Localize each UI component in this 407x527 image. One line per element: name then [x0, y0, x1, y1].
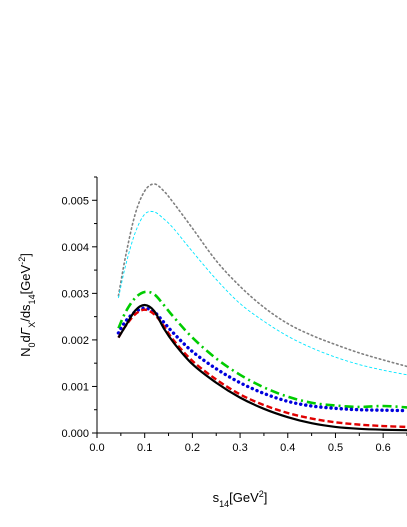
labels-layer: s14[GeV2] N0dΓX/ds14[GeV-2]: [17, 253, 267, 509]
x-tick-label: 0.3: [232, 442, 247, 454]
series-line-dashed-thin-cyan: [118, 210, 407, 376]
series-line-dotted-blue: [116, 306, 407, 413]
y-tick-label: 0.002: [61, 335, 89, 347]
x-tick-label: 0.6: [376, 442, 391, 454]
x-axis-title: s14[GeV2]: [213, 489, 268, 509]
y-tick-label: 0.001: [61, 381, 89, 393]
series-line-solid-black: [117, 303, 407, 432]
x-tick-label: 0.0: [89, 442, 104, 454]
series-layer: [116, 183, 407, 432]
series-line-dashed-red: [117, 308, 407, 429]
y-tick-label: 0.004: [61, 242, 89, 254]
y-tick-label: 0.003: [61, 288, 89, 300]
ticks-layer: 0.0 0.1 0.2 0.3 0.4 0.5 0.6 0.000 0.001 0.002 0.00…: [61, 176, 407, 454]
series-line-dotted-gray: [117, 183, 407, 368]
y-tick-label: 0.000: [61, 428, 89, 440]
y-axis-title: N0dΓX/ds14[GeV-2]: [17, 253, 37, 357]
x-tick-label: 0.5: [328, 442, 343, 454]
x-tick-label: 0.4: [280, 442, 295, 454]
axes-layer: [96, 177, 407, 434]
series-line-dashdot-green: [117, 290, 407, 409]
x-tick-label: 0.2: [185, 442, 200, 454]
x-tick-label: 0.1: [137, 442, 152, 454]
y-tick-label: 0.005: [61, 195, 89, 207]
